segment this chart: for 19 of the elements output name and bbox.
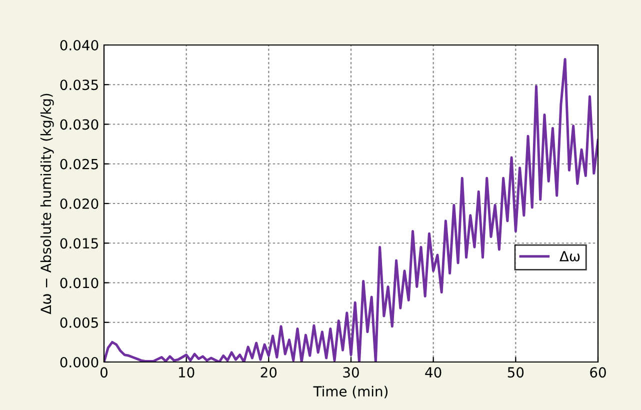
y-tick-label: 0.025 xyxy=(60,158,98,170)
x-tick-label: 60 xyxy=(590,367,606,378)
x-tick-label: 0 xyxy=(100,367,108,378)
y-tick-label: 0.010 xyxy=(60,278,98,288)
y-tick-label: 0.000 xyxy=(60,356,98,368)
y-tick-label: 0.035 xyxy=(60,80,98,90)
legend-label: Δω xyxy=(560,251,580,262)
x-tick-label: 20 xyxy=(260,367,277,378)
y-axis-title: Δω − Absolute humidity (kg/kg) xyxy=(40,94,54,314)
x-tick-label: 30 xyxy=(343,367,359,378)
y-tick-label: 0.040 xyxy=(60,40,98,50)
y-tick-label: 0.020 xyxy=(60,198,98,209)
x-tick-label: 40 xyxy=(425,367,442,378)
y-tick-label: 0.015 xyxy=(60,238,98,249)
x-tick-label: 50 xyxy=(508,367,524,378)
y-tick-label: 0.030 xyxy=(60,119,98,130)
x-axis-title: Time (min) xyxy=(313,386,388,398)
y-tick-label: 0.005 xyxy=(60,317,98,328)
x-tick-label: 10 xyxy=(179,367,194,378)
